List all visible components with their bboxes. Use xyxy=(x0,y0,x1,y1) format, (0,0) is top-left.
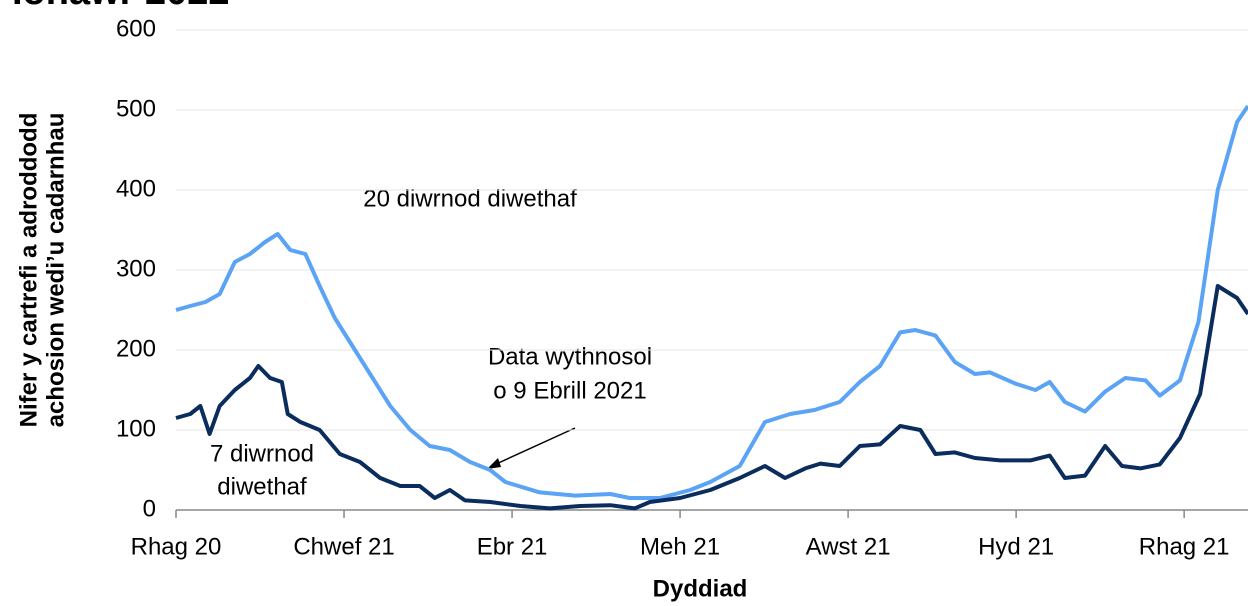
arrow-head xyxy=(487,458,501,469)
x-tick-label: Awst 21 xyxy=(806,533,891,560)
x-tick-label: Rhag 21 xyxy=(1139,533,1230,560)
annotation: 7 diwrnod xyxy=(210,440,314,467)
y-tick-label: 600 xyxy=(116,15,156,42)
x-tick-label: Ebr 21 xyxy=(477,533,548,560)
y-tick-label: 300 xyxy=(116,255,156,282)
y-tick-label: 500 xyxy=(116,95,156,122)
x-tick-label: Meh 21 xyxy=(640,533,720,560)
annotation: diwethaf xyxy=(217,473,307,500)
x-tick-label: Hyd 21 xyxy=(978,533,1054,560)
y-tick-label: 400 xyxy=(116,175,156,202)
annotation: Data wythnosol xyxy=(488,343,652,370)
series-line xyxy=(175,104,1248,500)
x-axis-title: Dyddiad xyxy=(653,575,748,602)
annotation-arrow xyxy=(493,427,576,466)
y-axis-title-line: Nifer y cartrefi a adroddodd xyxy=(15,113,42,428)
y-tick-label: 200 xyxy=(116,335,156,362)
annotation: 20 diwrnod diwethaf xyxy=(363,185,577,212)
chart-title: Ionawr 2022 xyxy=(12,0,230,13)
y-axis-title-line: achosion wedi’u cadarnhau xyxy=(42,113,69,428)
x-tick-label: Rhag 20 xyxy=(131,533,222,560)
y-axis-title: Nifer y cartrefi a adroddodd achosion we… xyxy=(15,113,69,428)
y-tick-label: 0 xyxy=(143,495,156,522)
annotation: o 9 Ebrill 2021 xyxy=(493,377,646,404)
series-line xyxy=(175,284,1248,511)
plot: 0 100 200 300 400 500 600 Rhag 20 Chwef 21 Ebr 21… xyxy=(116,15,1248,560)
y-tick-label: 100 xyxy=(116,415,156,442)
x-tick-label: Chwef 21 xyxy=(293,533,394,560)
